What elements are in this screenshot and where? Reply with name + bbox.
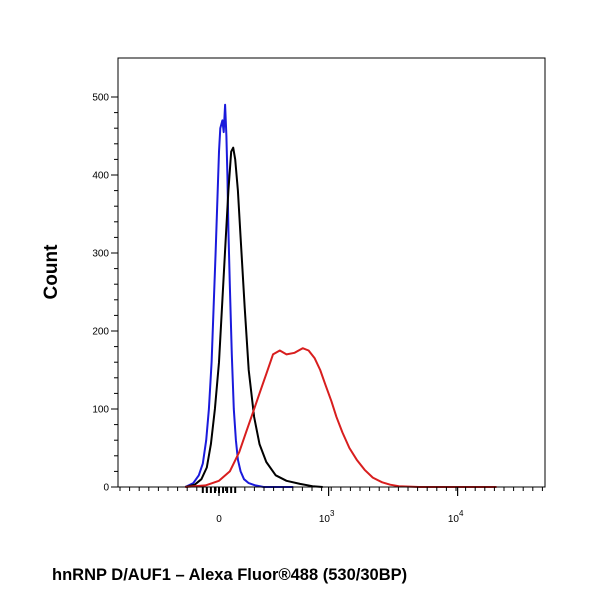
y-axis-label: Count: [41, 244, 62, 300]
x-tick-label: 104: [448, 509, 464, 525]
x-tick-label: 103: [319, 509, 335, 525]
y-tick-label: 500: [92, 93, 109, 104]
y-tick-label: 100: [92, 405, 109, 416]
y-tick-label: 300: [92, 249, 109, 260]
y-tick-label: 0: [103, 483, 109, 494]
plot-frame: [117, 57, 546, 488]
series-line-1: [184, 103, 294, 488]
x-axis-label: hnRNP D/AUF1 – Alexa Fluor®488 (530/30BP…: [52, 566, 407, 584]
y-tick-label: 200: [92, 327, 109, 338]
y-tick-label: 400: [92, 171, 109, 182]
y-axis-ticks: 0 100 200 300 400 500: [92, 93, 118, 494]
series-line-2: [185, 146, 323, 488]
x-axis-ticks: 0 103 104: [119, 487, 543, 525]
chart-marks: [184, 103, 497, 488]
series-line-3: [185, 347, 497, 488]
x-tick-label: 0: [216, 514, 222, 525]
